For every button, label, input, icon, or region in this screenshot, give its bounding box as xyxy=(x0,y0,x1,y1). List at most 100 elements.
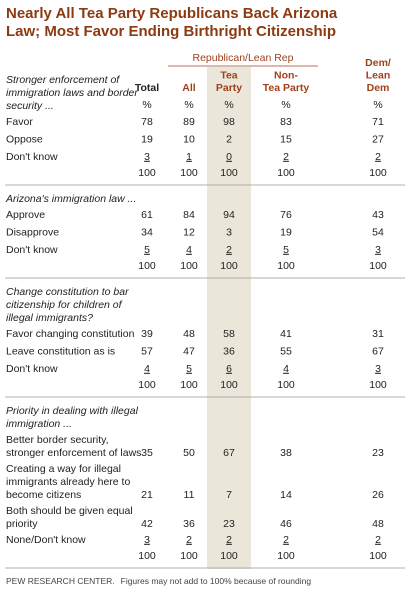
cell-value: 78 xyxy=(141,116,153,128)
cell-value: 39 xyxy=(141,328,153,340)
cell-value: 2 xyxy=(226,534,232,546)
group-header: Republican/Lean Rep xyxy=(193,52,294,64)
cell-value: 100 xyxy=(180,167,198,179)
cell-value: 23 xyxy=(223,518,235,530)
percent-sign: % xyxy=(281,99,290,111)
cell-value: 83 xyxy=(280,116,292,128)
question: Change constitution to bar xyxy=(6,286,129,298)
cell-value: 34 xyxy=(141,226,153,238)
cell-value: 100 xyxy=(220,260,238,272)
cell-value: 26 xyxy=(372,489,384,501)
cell-value: 71 xyxy=(372,116,384,128)
cell-value: 5 xyxy=(283,244,289,256)
cell-value: 89 xyxy=(183,116,195,128)
cell-value: 100 xyxy=(277,550,295,562)
footer: PEW RESEARCH CENTER. Figures may not add … xyxy=(6,576,311,586)
cell-value: 100 xyxy=(138,550,156,562)
percent-sign: % xyxy=(142,99,151,111)
cell-value: 23 xyxy=(372,447,384,459)
cell-value: 2 xyxy=(226,244,232,256)
cell-value: 100 xyxy=(277,379,295,391)
column-header: Total xyxy=(135,82,159,94)
cell-value: 38 xyxy=(280,447,292,459)
cell-value: 61 xyxy=(141,209,153,221)
cell-value: 100 xyxy=(138,167,156,179)
percent-sign: % xyxy=(184,99,193,111)
cell-value: 100 xyxy=(180,260,198,272)
row-label: Don't know xyxy=(6,151,58,163)
cell-value: 3 xyxy=(375,363,381,375)
cell-value: 67 xyxy=(372,345,384,357)
cell-value: 6 xyxy=(226,363,232,375)
column-header: Tea xyxy=(220,69,237,81)
cell-value: 2 xyxy=(283,534,289,546)
cell-value: 43 xyxy=(372,209,384,221)
cell-value: 100 xyxy=(180,550,198,562)
cell-value: 10 xyxy=(183,133,195,145)
cell-value: 42 xyxy=(141,518,153,530)
question: Priority in dealing with illegal xyxy=(6,405,139,417)
cell-value: 4 xyxy=(144,363,150,375)
cell-value: 100 xyxy=(277,260,295,272)
note: Figures may not add to 100% because of r… xyxy=(121,576,312,586)
column-header: Non- xyxy=(274,69,298,81)
cell-value: 100 xyxy=(138,379,156,391)
row-label: Don't know xyxy=(6,363,58,375)
cell-value: 48 xyxy=(183,328,195,340)
question: immigration laws and border xyxy=(6,87,138,99)
cell-value: 50 xyxy=(183,447,195,459)
cell-value: 12 xyxy=(183,226,195,238)
cell-value: 67 xyxy=(223,447,235,459)
cell-value: 19 xyxy=(280,226,292,238)
cell-value: 7 xyxy=(226,489,232,501)
cell-value: 41 xyxy=(280,328,292,340)
cell-value: 27 xyxy=(372,133,384,145)
cell-value: 54 xyxy=(372,226,384,238)
cell-value: 57 xyxy=(141,345,153,357)
cell-value: 55 xyxy=(280,345,292,357)
cell-value: 98 xyxy=(223,116,235,128)
cell-value: 100 xyxy=(369,550,387,562)
cell-value: 100 xyxy=(369,379,387,391)
cell-value: 100 xyxy=(220,379,238,391)
cell-value: 84 xyxy=(183,209,195,221)
cell-value: 3 xyxy=(144,151,150,163)
row-label: priority xyxy=(6,518,38,530)
title: Law; Most Favor Ending Birthright Citize… xyxy=(6,23,336,40)
row-label: Approve xyxy=(6,209,45,221)
question: security ... xyxy=(6,100,54,112)
row-label: immigrants already here to xyxy=(6,476,130,488)
cell-value: 4 xyxy=(186,244,192,256)
cell-value: 3 xyxy=(226,226,232,238)
cell-value: 58 xyxy=(223,328,235,340)
cell-value: 2 xyxy=(375,534,381,546)
cell-value: 100 xyxy=(138,260,156,272)
cell-value: 31 xyxy=(372,328,384,340)
cell-value: 0 xyxy=(226,151,232,163)
row-label: Favor xyxy=(6,116,33,128)
cell-value: 100 xyxy=(277,167,295,179)
row-label: Favor changing constitution xyxy=(6,328,135,340)
question: Stronger enforcement of xyxy=(6,74,120,86)
row-label: Don't know xyxy=(6,244,58,256)
title: Nearly All Tea Party Republicans Back Ar… xyxy=(6,5,338,22)
cell-value: 100 xyxy=(369,167,387,179)
row-label: Disapprove xyxy=(6,226,59,238)
cell-value: 5 xyxy=(144,244,150,256)
cell-value: 76 xyxy=(280,209,292,221)
cell-value: 94 xyxy=(223,209,235,221)
cell-value: 3 xyxy=(144,534,150,546)
cell-value: 1 xyxy=(186,151,192,163)
cell-value: 2 xyxy=(283,151,289,163)
question: immigration ... xyxy=(6,418,72,430)
cell-value: 46 xyxy=(280,518,292,530)
row-label: Oppose xyxy=(6,133,43,145)
cell-value: 2 xyxy=(186,534,192,546)
row-label: Better border security, xyxy=(6,434,109,446)
percent-sign: % xyxy=(373,99,382,111)
percent-sign: % xyxy=(224,99,233,111)
cell-value: 100 xyxy=(220,167,238,179)
cell-value: 36 xyxy=(183,518,195,530)
